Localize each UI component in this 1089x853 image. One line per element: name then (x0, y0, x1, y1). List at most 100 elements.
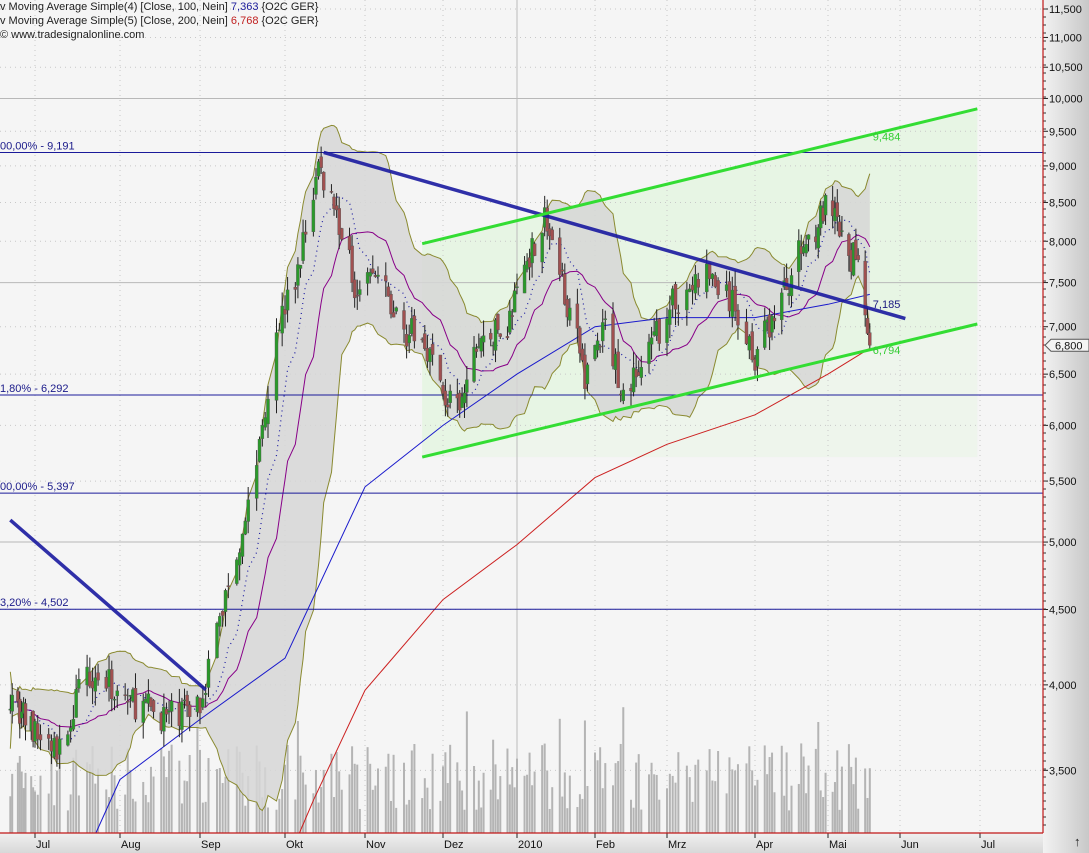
volume-bar (658, 799, 661, 833)
candle-body (847, 234, 851, 257)
x-tick-label: Mrz (668, 839, 686, 851)
candle (823, 193, 828, 225)
candle (649, 326, 654, 360)
x-tick-label: 2010 (518, 839, 542, 851)
candle-body (744, 321, 749, 345)
y-tick-label: 5,000 (1049, 537, 1077, 549)
candle-body (649, 337, 654, 345)
candle-body (169, 700, 174, 712)
volume-bar (314, 769, 317, 833)
candle-body (840, 230, 844, 232)
candle (733, 270, 737, 322)
volume-bar (528, 752, 531, 833)
candle-body (133, 688, 138, 720)
volume-bar (838, 809, 841, 833)
candle-body (611, 313, 615, 367)
candle-body (206, 658, 211, 688)
volume-bar (374, 785, 377, 833)
volume-bar (55, 770, 58, 833)
volume-bar (147, 802, 150, 833)
candle (340, 227, 344, 241)
volume-bar (736, 764, 739, 833)
volume-bar (183, 780, 186, 833)
fibonacci-label: 00,00% - 5,397 (0, 481, 75, 493)
candle (840, 215, 844, 237)
volume-bar (561, 796, 564, 833)
candle-body (423, 333, 427, 349)
candle-body (391, 312, 396, 318)
candle-body (394, 307, 398, 312)
volume-bar (766, 774, 769, 833)
candle (498, 333, 502, 340)
y-tick-label: 6,000 (1049, 420, 1077, 432)
candle-body (254, 465, 259, 499)
candle (448, 384, 452, 409)
volume-bar (235, 746, 238, 833)
candle-body (180, 701, 184, 730)
volume-bar (655, 774, 658, 833)
candle (311, 187, 316, 237)
candle-body (676, 312, 681, 314)
volume-bar (442, 766, 444, 833)
volume-bar (473, 766, 476, 833)
y-tick-label: 11,500 (1049, 4, 1082, 16)
trendline-channel-lower (421, 322, 978, 459)
candle (560, 262, 564, 277)
candle (23, 698, 28, 741)
candle (319, 146, 323, 174)
volume-bar (640, 809, 643, 833)
ma100-line (95, 293, 870, 834)
volume-bar (294, 799, 297, 833)
candle (657, 317, 661, 351)
x-tick-label: Feb (596, 839, 615, 851)
candle-body (115, 690, 119, 697)
candle-body (498, 333, 502, 337)
candle (578, 325, 582, 363)
x-tick-label: Jul (36, 839, 50, 851)
candle (430, 333, 435, 366)
volume-bar (387, 753, 390, 833)
volume-bar (413, 744, 416, 833)
legend-ma200[interactable]: v Moving Average Simple(5) [Close, 200, … (0, 15, 319, 27)
volume-bar (864, 768, 867, 833)
volume-bar (9, 796, 12, 833)
volume-bar (353, 763, 356, 833)
volume-bar (426, 787, 429, 833)
candle-body (319, 156, 323, 168)
candle-body (868, 332, 872, 346)
y-tick-label: 7,000 (1049, 322, 1077, 334)
volume-bar (594, 752, 596, 833)
volume-bar (745, 763, 748, 833)
scroll-up-arrow-icon[interactable]: ↑ (1074, 834, 1081, 849)
chart-legend: v Moving Average Simple(4) [Close, 100, … (0, 0, 318, 42)
candle (235, 557, 239, 586)
volume-bar (714, 781, 717, 833)
x-tick-label: Jul (981, 839, 995, 851)
candle-body (402, 310, 406, 330)
candle-body (823, 195, 828, 216)
legend-ma100[interactable]: v Moving Average Simple(4) [Close, 100, … (0, 1, 319, 13)
candle-body (806, 234, 811, 240)
candle-body (479, 337, 483, 352)
x-axis-panel (0, 833, 1043, 853)
volume-bar (149, 766, 152, 833)
candle-body (510, 315, 514, 317)
candle-body (631, 367, 636, 393)
candle-body (96, 672, 100, 681)
volume-bar (857, 808, 860, 833)
candle (169, 693, 174, 727)
volume-bar (261, 797, 264, 833)
volume-bar (685, 765, 688, 833)
candle (237, 548, 242, 581)
candle-body (496, 314, 500, 331)
candle (770, 313, 774, 341)
volume-bar (866, 797, 869, 833)
candle (750, 323, 754, 363)
candle (218, 612, 222, 637)
candle (465, 366, 469, 408)
candle-body (347, 236, 352, 251)
candle (595, 332, 600, 358)
candle-body (707, 262, 712, 279)
candle (563, 263, 567, 306)
